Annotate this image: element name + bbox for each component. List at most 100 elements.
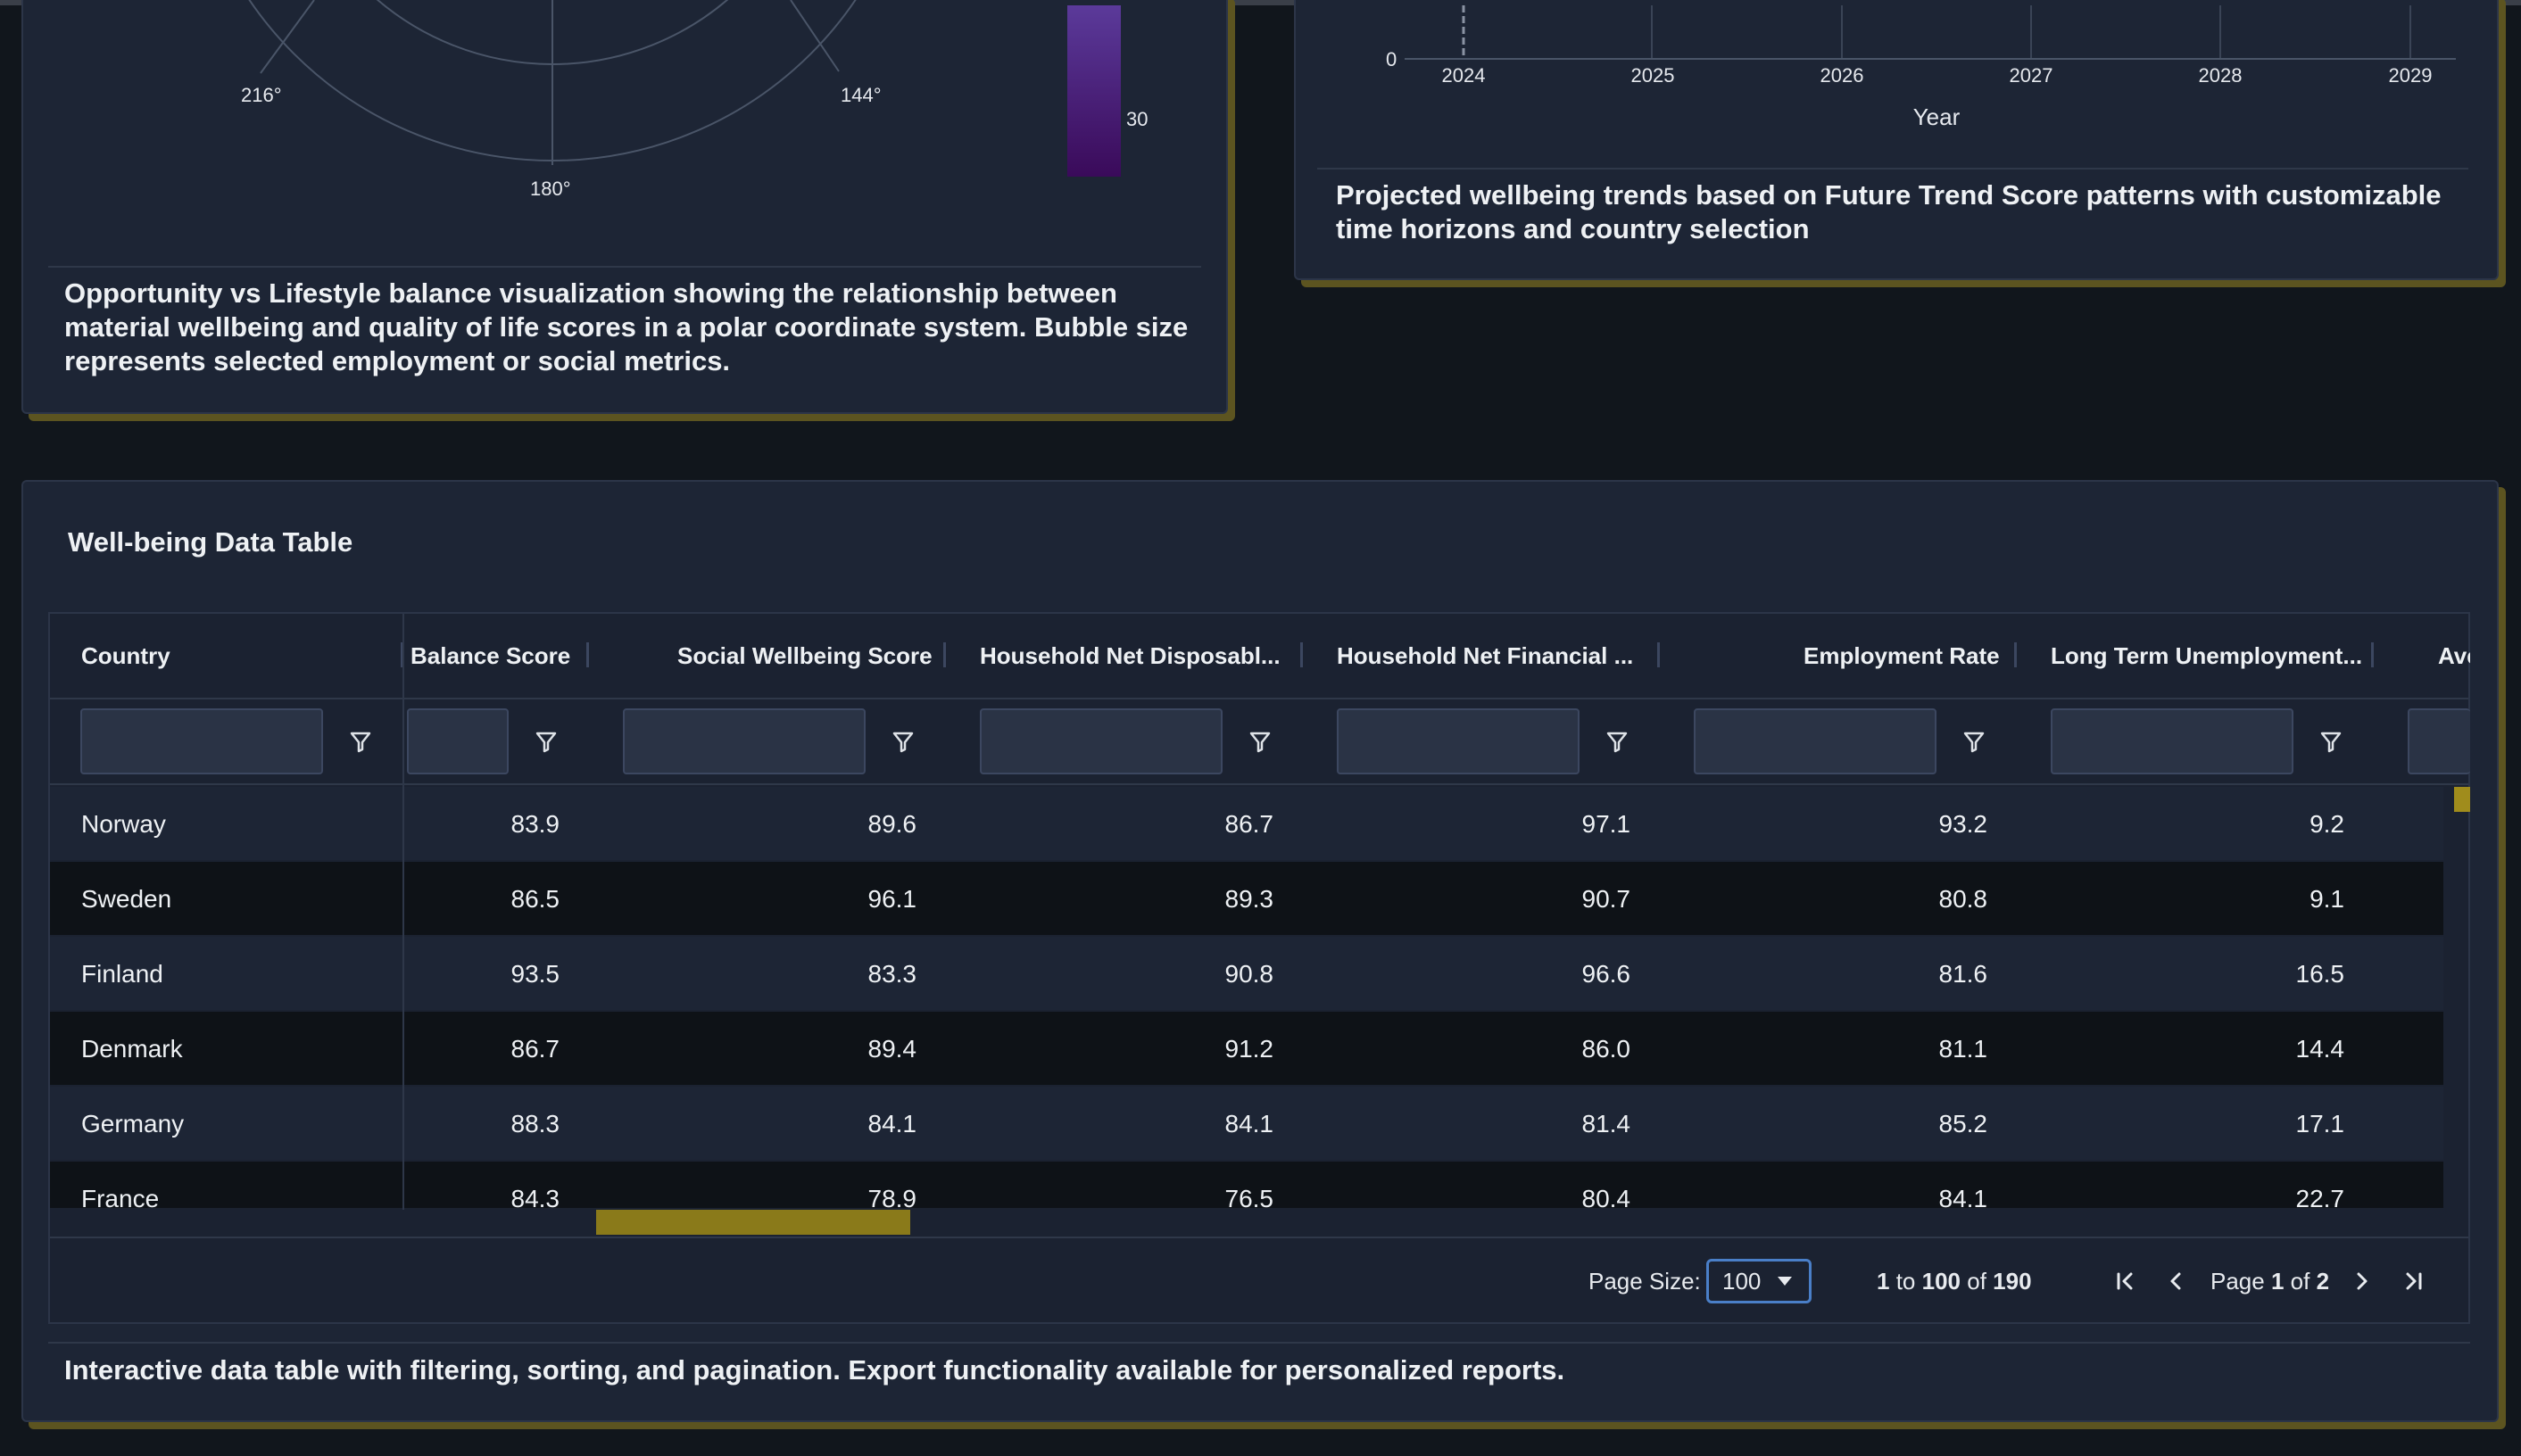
page-current: 1 — [2270, 1268, 2285, 1295]
colorbar-tick: 30 — [1126, 108, 1148, 130]
filter-icon[interactable] — [1247, 728, 1273, 755]
row-range-summary: 1 to 100 of 190 — [1877, 1268, 2032, 1295]
table-row[interactable] — [50, 1162, 2443, 1208]
table-card-divider — [48, 1342, 2470, 1344]
col-header-balance-score[interactable]: Balance Score — [410, 642, 571, 669]
cell-social-wellbeing-score: 89.6 — [867, 810, 917, 838]
x-tick-2029: 2029 — [2389, 64, 2433, 87]
col-header-household-net-financial[interactable]: Household Net Financial ... — [1337, 642, 1634, 669]
table-row[interactable] — [50, 1012, 2443, 1085]
table-row[interactable] — [50, 862, 2443, 935]
polar-radial-216 — [260, 0, 315, 74]
filter-input-balance-score[interactable] — [407, 708, 509, 774]
cell-employment-rate: 85.2 — [1938, 1110, 1988, 1138]
pinned-column-border — [402, 614, 404, 1238]
polar-chart: 216° 144° 180° 30 — [241, 0, 1148, 200]
col-header-long-term-unemployment[interactable]: Long Term Unemployment... — [2051, 642, 2363, 669]
horizontal-scrollbar-thumb[interactable] — [596, 1210, 910, 1235]
filter-input-country[interactable] — [80, 708, 323, 774]
angle-label-180: 180° — [530, 178, 571, 200]
cell-balance-score: 86.7 — [510, 1035, 560, 1063]
polar-radial-144 — [790, 0, 840, 72]
cell-country: Finland — [81, 960, 163, 988]
cell-household-net-financial: 97.1 — [1581, 810, 1631, 838]
trend-x-ticks: 2024 2025 2026 2027 2028 2029 — [1442, 64, 2433, 87]
cell-household-net-disposable: 89.3 — [1224, 885, 1274, 913]
range-from: 1 — [1877, 1268, 1890, 1295]
col-resize-handle[interactable] — [1300, 642, 1303, 667]
filter-input-average-partial[interactable] — [2408, 708, 2470, 774]
col-header-employment-rate[interactable]: Employment Rate — [1804, 642, 2000, 669]
table-title: Well-being Data Table — [68, 526, 353, 558]
col-header-household-net-disposable[interactable]: Household Net Disposabl... — [980, 642, 1281, 669]
filter-input-household-net-financial[interactable] — [1337, 708, 1580, 774]
cell-long-term-unemployment: 16.5 — [2295, 960, 2345, 988]
filter-icon[interactable] — [347, 728, 374, 755]
page-size-select[interactable] — [1706, 1259, 1812, 1303]
col-resize-handle[interactable] — [943, 642, 946, 667]
table-row[interactable] — [50, 1087, 2443, 1160]
cell-country: Denmark — [81, 1035, 183, 1063]
col-resize-handle[interactable] — [401, 642, 403, 667]
filter-icon[interactable] — [1961, 728, 1987, 755]
filter-icon[interactable] — [533, 728, 560, 755]
previous-page-icon[interactable] — [2160, 1266, 2191, 1296]
trend-gridlines — [1651, 5, 2411, 59]
x-tick-2028: 2028 — [2199, 64, 2243, 87]
cell-household-net-disposable: 86.7 — [1224, 810, 1274, 838]
filter-input-household-net-disposable[interactable] — [980, 708, 1223, 774]
first-page-icon[interactable] — [2110, 1266, 2140, 1296]
colorbar — [1067, 5, 1121, 177]
col-header-social-wellbeing-score[interactable]: Social Wellbeing Score — [677, 642, 933, 669]
cell-country: Sweden — [81, 885, 172, 913]
header-divider — [50, 698, 2468, 699]
cell-household-net-disposable: 76.5 — [1224, 1185, 1274, 1212]
polar-card-description: Opportunity vs Lifestyle balance visuali… — [64, 277, 1189, 376]
cell-social-wellbeing-score: 78.9 — [867, 1185, 917, 1212]
angle-label-216: 216° — [241, 84, 282, 106]
cell-social-wellbeing-score: 96.1 — [867, 885, 917, 913]
last-page-icon[interactable] — [2399, 1266, 2429, 1296]
trend-card-description: Projected wellbeing trends based on Futu… — [1336, 179, 2442, 244]
next-page-icon[interactable] — [2347, 1266, 2377, 1296]
cell-employment-rate: 84.1 — [1938, 1185, 1988, 1212]
top-rule — [0, 0, 2521, 5]
x-tick-2027: 2027 — [2010, 64, 2053, 87]
col-header-average-partial[interactable]: Ave — [2438, 642, 2470, 669]
table-row[interactable] — [50, 937, 2443, 1010]
filter-icon[interactable] — [890, 728, 916, 755]
range-to-word: to — [1895, 1268, 1916, 1295]
cell-employment-rate: 81.1 — [1938, 1035, 1988, 1063]
polar-chart-card — [21, 0, 1228, 414]
cell-employment-rate: 93.2 — [1938, 810, 1988, 838]
cell-balance-score: 83.9 — [510, 810, 560, 838]
vertical-scrollbar-thumb[interactable] — [2454, 787, 2470, 812]
angle-label-144: 144° — [841, 84, 882, 106]
filter-input-social-wellbeing-score[interactable] — [623, 708, 866, 774]
cell-household-net-financial: 96.6 — [1581, 960, 1631, 988]
col-resize-handle[interactable] — [586, 642, 589, 667]
cell-household-net-financial: 90.7 — [1581, 885, 1631, 913]
page-indicator: Page 1 of 2 — [2210, 1268, 2329, 1295]
horizontal-scroll-track[interactable] — [50, 1210, 2468, 1237]
cell-household-net-financial: 86.0 — [1581, 1035, 1631, 1063]
cell-household-net-disposable: 91.2 — [1224, 1035, 1274, 1063]
col-resize-handle[interactable] — [2371, 642, 2374, 667]
cell-balance-score: 84.3 — [510, 1185, 560, 1212]
x-tick-2025: 2025 — [1631, 64, 1675, 87]
filter-icon[interactable] — [1604, 728, 1630, 755]
cell-long-term-unemployment: 9.1 — [2310, 885, 2344, 913]
range-of-word: of — [1967, 1268, 1986, 1295]
filter-input-long-term-unemployment[interactable] — [2051, 708, 2293, 774]
table-card-description: Interactive data table with filtering, s… — [64, 1354, 1565, 1386]
col-resize-handle[interactable] — [1657, 642, 1660, 667]
filter-icon[interactable] — [2318, 728, 2344, 755]
filter-input-employment-rate[interactable] — [1694, 708, 1936, 774]
trend-card-divider — [1317, 168, 2468, 170]
cell-long-term-unemployment: 14.4 — [2295, 1035, 2345, 1063]
table-row[interactable] — [50, 787, 2443, 860]
col-resize-handle[interactable] — [2014, 642, 2017, 667]
col-header-country[interactable]: Country — [81, 642, 170, 669]
x-tick-2026: 2026 — [1820, 64, 1864, 87]
cell-household-net-disposable: 90.8 — [1224, 960, 1274, 988]
